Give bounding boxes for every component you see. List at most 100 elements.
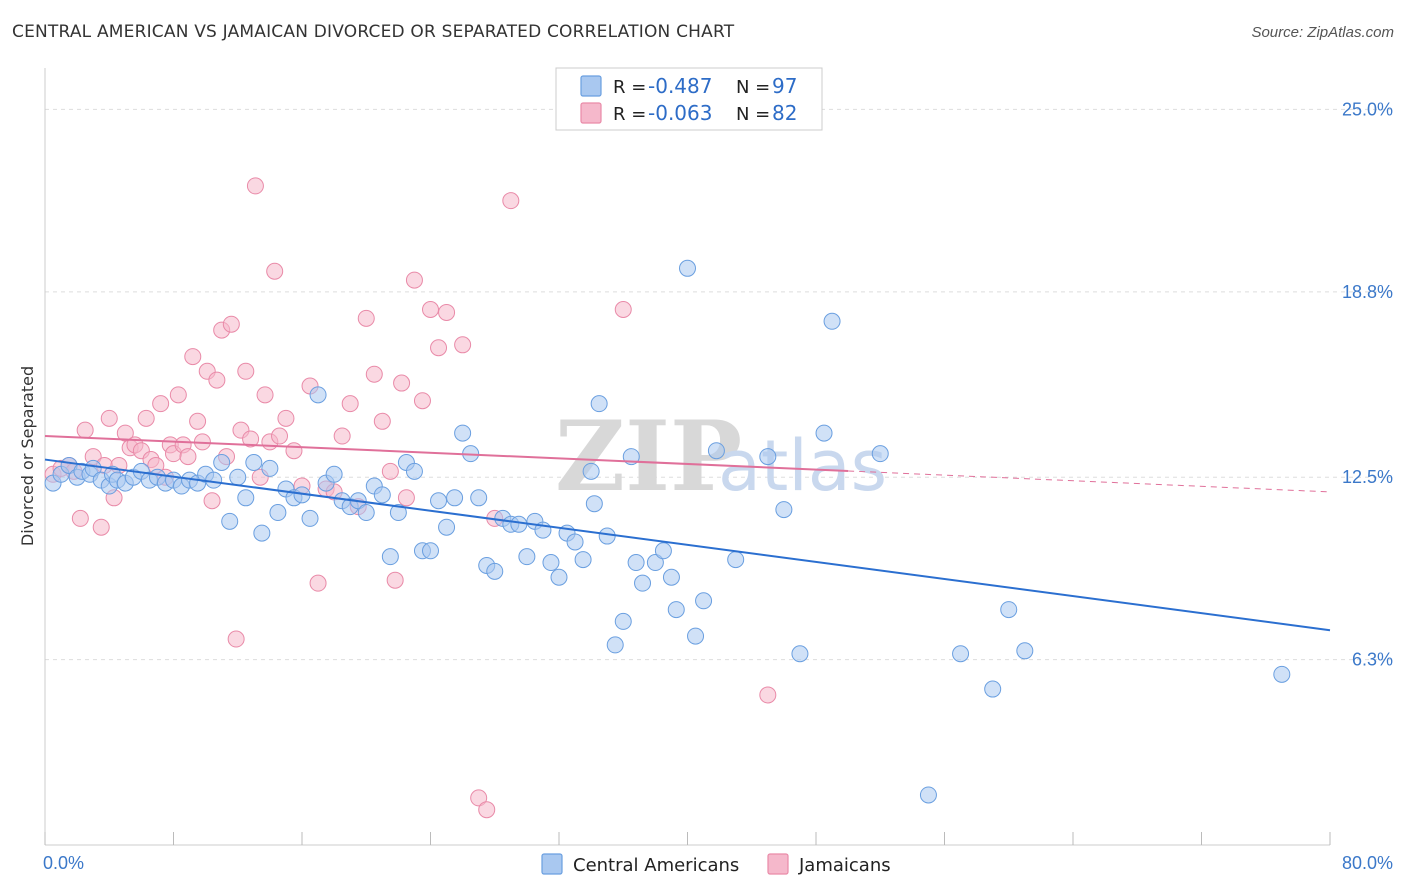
central-americans-point — [261, 459, 279, 477]
central-americans-point — [430, 492, 448, 510]
jamaicans-point — [184, 348, 202, 366]
x-tick-label-min: 0.0% — [43, 853, 84, 873]
jamaicans-point — [76, 421, 94, 439]
central-americans-point — [309, 386, 327, 404]
central-americans-point — [585, 495, 603, 513]
jamaicans-point — [333, 427, 351, 445]
central-americans-point — [646, 554, 664, 572]
series-legend-swatch-jamaicans — [767, 853, 789, 875]
jamaicans-point — [373, 412, 391, 430]
central-americans-point — [381, 548, 399, 566]
jamaicans-point — [470, 789, 488, 807]
stats-legend-r-value-2: -0.063 — [648, 101, 712, 125]
central-americans-point — [301, 509, 319, 527]
x-tick-label-max: 80.0% — [1342, 853, 1393, 873]
central-americans-point — [687, 627, 705, 645]
central-americans-point — [446, 489, 464, 507]
jamaicans-point — [169, 386, 187, 404]
x-axis-ticks — [44, 832, 1331, 845]
central-americans-point — [759, 448, 777, 466]
central-americans-point — [486, 562, 504, 580]
central-americans-point — [1016, 642, 1034, 660]
jamaicans-trend-line-extension — [848, 470, 1331, 493]
y-tick-label: 6.3% — [1352, 650, 1393, 670]
chart-title: CENTRAL AMERICAN VS JAMAICAN DIVORCED OR… — [12, 22, 735, 42]
jamaicans-point — [393, 374, 411, 392]
stats-legend-n-label-2: N = — [736, 104, 770, 125]
central-americans-point — [791, 645, 809, 663]
central-americans-point — [984, 680, 1002, 698]
central-americans-trend-line — [44, 458, 1331, 632]
central-americans-point — [373, 486, 391, 504]
jamaicans-point — [413, 392, 431, 410]
jamaicans-point — [222, 315, 240, 333]
jamaicans-point — [502, 192, 520, 210]
jamaicans-point — [266, 262, 284, 280]
central-americans-point — [438, 518, 456, 536]
jamaicans-point — [438, 303, 456, 321]
series-legend-label-jamaicans: Jamaicans — [798, 855, 891, 876]
central-americans-point — [775, 501, 793, 519]
y-tick-label: 18.8% — [1342, 282, 1393, 302]
jamaicans-point — [397, 489, 415, 507]
jamaicans-point — [100, 409, 118, 427]
jamaicans-point — [152, 395, 170, 413]
stats-legend: R = -0.487 N = 97 R = -0.063 N = 82 — [555, 67, 823, 131]
series-legend: Central Americans Jamaicans — [541, 853, 891, 876]
y-tick-labels: 6.3% 12.5% 18.8% 25.0% — [1342, 99, 1393, 669]
jamaicans-point — [256, 386, 274, 404]
jamaicans-point — [309, 574, 327, 592]
central-americans-point — [634, 574, 652, 592]
central-americans-point — [213, 454, 231, 471]
central-americans-point — [1273, 665, 1291, 683]
jamaicans-points — [44, 177, 777, 819]
central-americans-point — [590, 395, 608, 413]
stats-legend-r-label-2: R = — [613, 104, 646, 125]
jamaicans-point — [179, 448, 197, 466]
stats-legend-r-value-1: -0.487 — [648, 74, 712, 98]
central-americans-point — [614, 612, 632, 630]
jamaicans-point — [454, 336, 472, 354]
central-americans-point — [919, 786, 937, 804]
central-americans-point — [654, 542, 672, 560]
source-credit: Source: ZipAtlas.com — [1251, 24, 1394, 41]
jamaicans-point — [227, 630, 245, 648]
central-americans-point — [695, 592, 713, 610]
central-americans-point — [405, 462, 423, 480]
central-americans-point — [727, 551, 745, 569]
central-americans-point — [667, 601, 685, 619]
jamaicans-point — [277, 409, 295, 427]
central-americans-point — [422, 542, 439, 560]
central-americans-point — [357, 504, 375, 522]
central-americans-point — [574, 551, 592, 569]
central-americans-point — [518, 548, 536, 566]
jamaicans-point — [430, 339, 448, 357]
jamaicans-point — [92, 518, 110, 536]
central-americans-point — [510, 515, 528, 533]
central-americans-point — [542, 554, 560, 572]
jamaicans-point — [71, 509, 89, 527]
jamaicans-point — [386, 571, 404, 589]
central-americans-point — [205, 471, 223, 489]
jamaicans-point — [189, 412, 207, 430]
central-americans-point — [237, 489, 255, 507]
jamaicans-point — [381, 462, 399, 480]
trend-lines — [44, 435, 1331, 632]
jamaicans-point — [365, 365, 383, 383]
jamaicans-point — [242, 430, 260, 448]
central-americans-point — [582, 462, 600, 480]
central-americans-point — [269, 504, 287, 522]
central-americans-point — [662, 568, 680, 586]
central-americans-point — [606, 636, 624, 654]
central-americans-point — [221, 512, 239, 530]
central-americans-point — [325, 465, 343, 483]
jamaicans-point — [285, 442, 303, 460]
jamaicans-point — [203, 492, 221, 510]
stats-legend-swatch-pink — [580, 102, 602, 124]
y-tick-label: 25.0% — [1342, 99, 1393, 119]
jamaicans-point — [405, 271, 423, 289]
jamaicans-point — [759, 686, 777, 704]
jamaicans-point — [137, 409, 155, 427]
central-americans-point — [566, 533, 584, 551]
